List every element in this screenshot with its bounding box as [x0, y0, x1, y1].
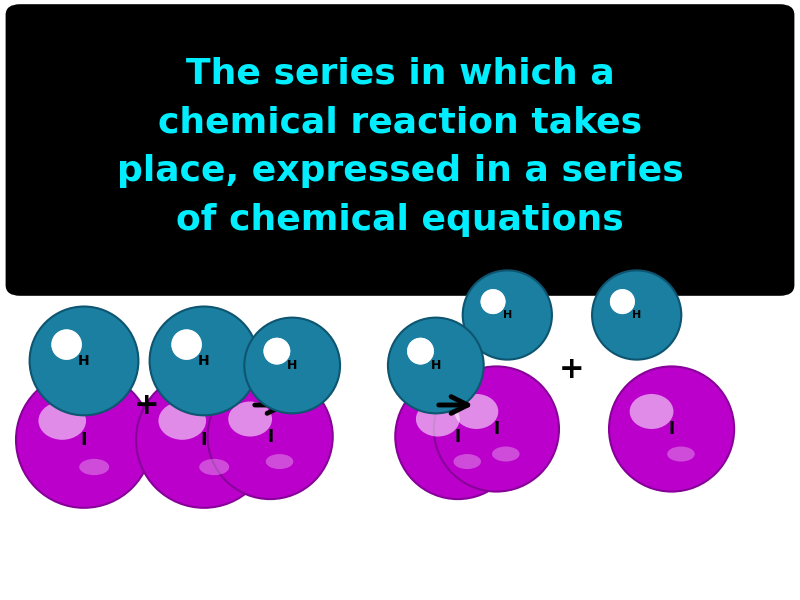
- Ellipse shape: [228, 401, 272, 437]
- Ellipse shape: [667, 446, 694, 461]
- Ellipse shape: [416, 401, 460, 437]
- Text: +: +: [559, 355, 585, 383]
- Text: H: H: [430, 359, 441, 372]
- Text: I: I: [267, 428, 274, 446]
- Ellipse shape: [171, 329, 202, 360]
- Ellipse shape: [51, 329, 82, 360]
- Ellipse shape: [150, 307, 258, 415]
- Ellipse shape: [610, 289, 635, 314]
- Text: H: H: [632, 310, 642, 320]
- Ellipse shape: [609, 367, 734, 491]
- Text: H: H: [78, 354, 90, 368]
- Ellipse shape: [263, 338, 290, 365]
- Ellipse shape: [16, 372, 152, 508]
- FancyBboxPatch shape: [6, 4, 794, 296]
- Ellipse shape: [454, 394, 498, 429]
- Text: I: I: [81, 431, 87, 449]
- Text: I: I: [454, 428, 461, 446]
- Ellipse shape: [434, 367, 559, 491]
- Ellipse shape: [51, 329, 82, 360]
- Ellipse shape: [630, 394, 674, 429]
- Ellipse shape: [395, 374, 521, 499]
- Ellipse shape: [454, 454, 481, 469]
- Text: H: H: [287, 359, 298, 372]
- Ellipse shape: [592, 271, 682, 359]
- Ellipse shape: [492, 446, 519, 461]
- Text: I: I: [669, 420, 674, 438]
- Ellipse shape: [171, 329, 202, 360]
- Ellipse shape: [388, 317, 484, 413]
- Ellipse shape: [199, 459, 229, 475]
- Text: The series in which a
chemical reaction takes
place, expressed in a series
of ch: The series in which a chemical reaction …: [117, 57, 683, 237]
- Ellipse shape: [158, 402, 206, 440]
- Text: I: I: [494, 420, 499, 438]
- Ellipse shape: [244, 317, 340, 413]
- Text: H: H: [198, 354, 210, 368]
- Ellipse shape: [208, 374, 333, 499]
- Ellipse shape: [407, 338, 434, 365]
- Ellipse shape: [266, 454, 294, 469]
- Text: I: I: [201, 431, 207, 449]
- Text: H: H: [502, 310, 512, 320]
- Ellipse shape: [407, 338, 434, 365]
- Ellipse shape: [136, 372, 272, 508]
- Text: +: +: [134, 391, 159, 419]
- Ellipse shape: [481, 289, 506, 314]
- Ellipse shape: [481, 289, 506, 314]
- Ellipse shape: [462, 271, 552, 359]
- Ellipse shape: [38, 402, 86, 440]
- Ellipse shape: [30, 307, 138, 415]
- Ellipse shape: [79, 459, 109, 475]
- Ellipse shape: [263, 338, 290, 365]
- Ellipse shape: [610, 289, 635, 314]
